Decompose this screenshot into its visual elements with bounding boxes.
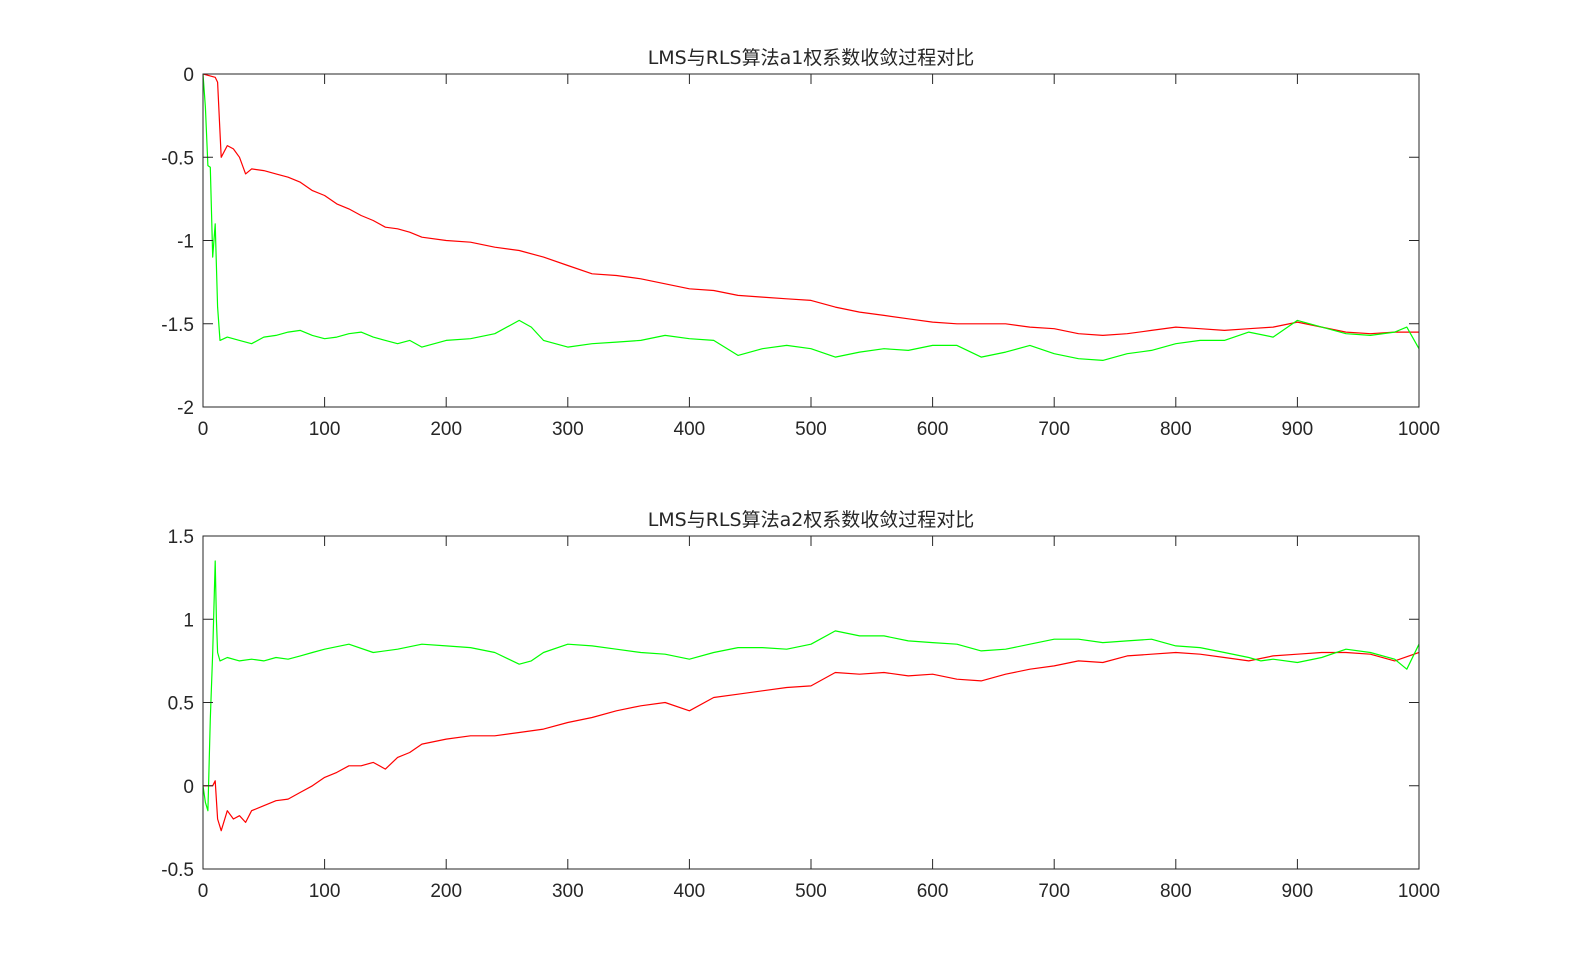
series-line-1 [203,651,1419,832]
y-tick-label: -0.5 [161,860,194,881]
x-tick-label: 600 [917,881,949,902]
x-tick-label: 700 [1038,419,1070,440]
x-tick-label: 0 [198,881,209,902]
chart-a1-weight-convergence: LMS与RLS算法a1权系数收敛过程对比 0 100 200 300 400 500 600… [161,47,1440,440]
y-tick-label: 0.5 [168,694,194,715]
x-tick-label: 500 [795,419,827,440]
x-tick-label: 300 [552,419,584,440]
y-tick-label: 1 [183,610,194,631]
y-tick-label: -1 [177,232,194,253]
series-layer [203,74,1419,361]
y-tick-label: 0 [183,777,194,798]
x-tick-label: 900 [1282,881,1314,902]
series-line-1 [203,74,1419,336]
x-tick-label: 200 [430,881,462,902]
x-tick-label: 1000 [1398,881,1440,902]
x-tick-label: 400 [674,419,706,440]
y-tick-label: -0.5 [161,148,194,169]
x-tick-label: 600 [917,419,949,440]
tick-layer: 0 100 200 300 400 500 600 700 800 900 1000 0 -0.5 -1 -… [161,65,1440,440]
chart-a2-weight-convergence: LMS与RLS算法a2权系数收敛过程对比 0 100 200 300 400 500 600… [161,509,1440,902]
chart-title: LMS与RLS算法a1权系数收敛过程对比 [648,47,975,69]
y-tick-label: -1.5 [161,315,194,336]
x-tick-label: 100 [309,419,341,440]
x-tick-label: 0 [198,419,209,440]
x-tick-label: 1000 [1398,419,1440,440]
series-layer [203,560,1419,832]
x-tick-label: 900 [1282,419,1314,440]
x-tick-label: 500 [795,881,827,902]
x-tick-label: 100 [309,881,341,902]
series-line-2 [203,74,1419,361]
x-tick-label: 400 [674,881,706,902]
x-tick-label: 200 [430,419,462,440]
y-tick-label: 0 [183,65,194,86]
series-line-2 [203,560,1419,812]
x-tick-label: 800 [1160,419,1192,440]
y-tick-label: 1.5 [168,527,194,548]
tick-layer: 0 100 200 300 400 500 600 700 800 900 1000 1.5 1 0.5 0… [161,527,1440,902]
x-tick-label: 700 [1038,881,1070,902]
y-tick-label: -2 [177,398,194,419]
chart-title: LMS与RLS算法a2权系数收敛过程对比 [648,509,975,531]
x-tick-label: 800 [1160,881,1192,902]
x-tick-label: 300 [552,881,584,902]
